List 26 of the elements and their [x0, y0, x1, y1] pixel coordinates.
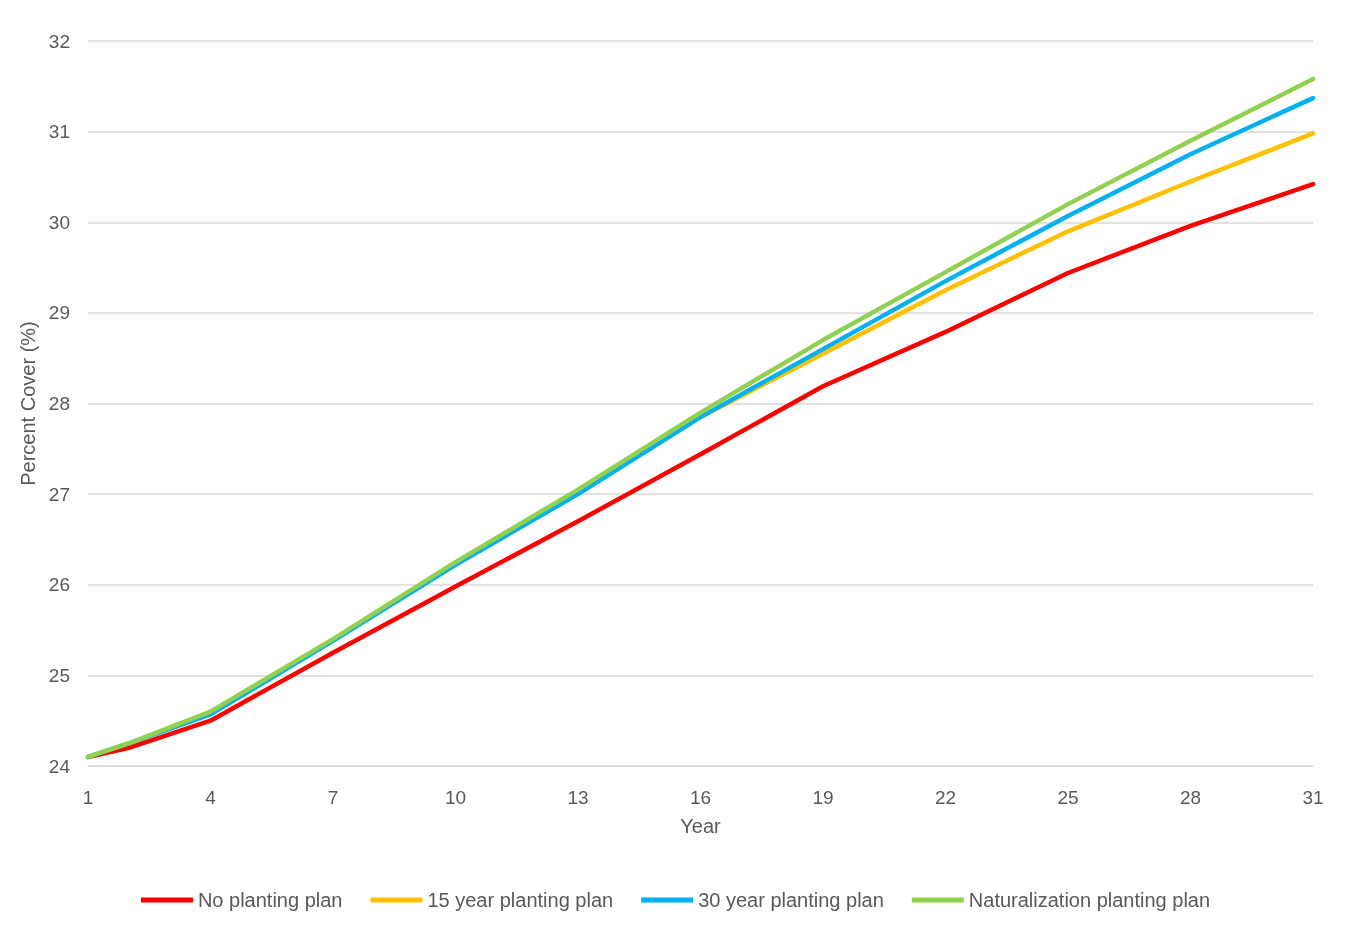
x-axis-title: Year [680, 815, 722, 837]
x-tick-label: 19 [812, 787, 834, 808]
legend-label: Naturalization planting plan [968, 889, 1211, 911]
x-tick-label: 4 [205, 787, 217, 808]
x-tick-label: 1 [82, 787, 94, 808]
y-axis-title: Percent Cover (%) [16, 321, 39, 486]
y-tick-label: 27 [48, 483, 70, 505]
y-tick-label: 32 [48, 30, 70, 52]
legend-label: 15 year planting plan [427, 889, 614, 911]
legend-label: No planting plan [197, 889, 343, 911]
x-tick-label: 22 [934, 787, 957, 808]
x-tick-label: 7 [327, 787, 339, 808]
y-tick-label: 29 [48, 302, 70, 324]
y-tick-label: 24 [48, 755, 71, 777]
y-tick-label: 30 [48, 211, 70, 233]
y-tick-label: 25 [48, 664, 70, 686]
x-tick-label: 10 [444, 787, 467, 808]
y-tick-label: 28 [48, 393, 70, 414]
x-tick-label: 28 [1179, 787, 1202, 808]
x-tick-label: 25 [1057, 787, 1079, 808]
y-tick-label: 31 [48, 121, 70, 143]
y-tick-label: 26 [48, 574, 70, 596]
x-tick-label: 13 [567, 787, 589, 808]
legend-label: 30 year planting plan [698, 889, 884, 911]
x-tick-label: 16 [689, 787, 712, 808]
x-tick-label: 31 [1302, 787, 1324, 808]
